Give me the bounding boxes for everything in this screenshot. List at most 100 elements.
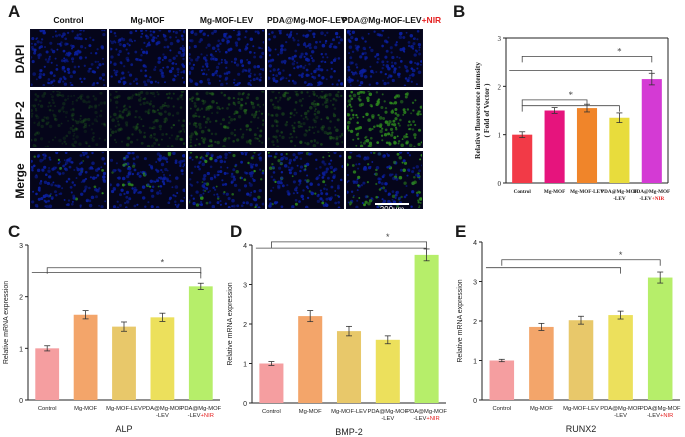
bar-3 <box>576 108 598 183</box>
x-tick-label-line: Mg-MOF <box>299 409 322 415</box>
panel-c-label: C <box>8 222 21 241</box>
y-tick-label: 3 <box>498 35 502 43</box>
y-tick-label: 1 <box>243 362 247 369</box>
y-tick-label: 2 <box>19 295 23 302</box>
x-tick-label: Control <box>514 189 532 195</box>
x-tick-label: PDA@Mg-MOF -LEV+NIR <box>180 406 221 419</box>
image-tile-dapi-4 <box>267 29 344 87</box>
x-tick-label: PDA@Mg-MOF -LEV <box>367 409 408 422</box>
y-axis-label-line: ( Fold of Vector ) <box>482 83 491 138</box>
y-tick-label: 2 <box>243 322 247 329</box>
image-tile-bmp2-5 <box>346 90 423 148</box>
bar-5 <box>647 277 673 400</box>
y-axis-label: Relative fluorescence intensity( Fold of… <box>473 62 491 159</box>
x-tick-label: Control <box>38 406 57 412</box>
y-axis-label-line: Relative mRNA expression <box>3 281 10 364</box>
x-tick-label: Mg-MOF-LEV <box>563 406 599 412</box>
x-tick-label: Mg-MOF-LEV <box>106 406 142 412</box>
y-axis-label-line: Relative fluorescence intensity <box>473 62 482 159</box>
x-tick-label: Mg-MOF-LEV <box>331 409 367 415</box>
x-tick-label-line: PDA@Mg-MOF <box>406 409 447 415</box>
significance-star: * <box>386 232 390 242</box>
y-tick-label: 1 <box>498 132 502 140</box>
bar-1 <box>35 348 60 400</box>
x-tick-label: PDA@Mg-MOF -LEV+NIR <box>406 409 447 422</box>
nir-label: +NIR <box>652 196 665 202</box>
nir-label: +NIR <box>660 413 673 419</box>
bar-4 <box>150 317 175 400</box>
x-tick-label-line: Mg-MOF-LEV <box>331 409 367 415</box>
x-tick-label: Mg-MOF <box>530 406 553 412</box>
significance-bracket <box>46 267 202 274</box>
image-tile-dapi-1 <box>30 29 107 87</box>
x-tick-label-line: PDA@Mg-MOF <box>180 406 221 412</box>
y-tick-label: 4 <box>243 243 247 250</box>
y-tick-label: 0 <box>473 398 477 405</box>
bar-4 <box>609 117 630 183</box>
x-tick-label-line: Mg-MOF-LEV <box>106 406 142 412</box>
x-axis-label: BMP-2 <box>335 427 363 437</box>
chart-e: 0 1 2 3 4 Relative mRNA expression Control Mg-M… <box>457 240 681 434</box>
x-tick-label-line: PDA@Mg-MOF <box>633 189 670 195</box>
x-tick-label: Mg-MOF <box>299 409 322 415</box>
panel-b-label: B <box>453 2 466 21</box>
bar-5 <box>188 286 213 400</box>
x-tick-label-line: -LEV <box>639 196 652 202</box>
bar-2 <box>529 326 554 400</box>
x-tick-label: Mg-MOF <box>74 406 97 412</box>
x-axis-label: ALP <box>115 424 132 434</box>
row-label-dapi: DAPI <box>13 44 27 74</box>
bar-1 <box>259 363 284 403</box>
panel-d-label: D <box>230 222 243 241</box>
col-header-control: Control <box>53 15 84 25</box>
significance-star: * <box>619 250 623 260</box>
bar-1 <box>512 134 533 183</box>
y-axis-label: Relative mRNA expression <box>457 279 464 362</box>
x-tick-label-line: Mg-MOF-LEV <box>563 406 599 412</box>
y-tick-label: 2 <box>498 83 502 91</box>
y-axis-label-line: Relative mRNA expression <box>227 282 234 365</box>
nir-suffix: +NIR <box>421 15 442 25</box>
image-tile-dapi-5 <box>346 29 423 87</box>
x-tick-label: PDA@Mg-MOF -LEV+NIR <box>640 406 681 419</box>
bar-4 <box>608 315 633 400</box>
bar-3 <box>336 331 362 403</box>
x-tick-label-line: -LEV <box>156 413 169 419</box>
y-tick-label: 2 <box>473 319 477 326</box>
significance-bracket <box>271 241 427 248</box>
col-header-pda-nir: PDA@Mg-MOF-LEV+NIR <box>342 15 441 25</box>
y-tick-label: 3 <box>19 243 23 250</box>
significance-star: * <box>569 90 574 100</box>
y-tick-label: 3 <box>473 280 477 287</box>
image-tile-merge-1 <box>30 151 107 209</box>
significance-bracket <box>485 267 621 274</box>
bar-2 <box>73 314 98 400</box>
col-header-pda: PDA@Mg-MOF-LEV <box>267 15 347 25</box>
nir-label: +NIR <box>201 413 214 419</box>
bar-5 <box>414 254 439 403</box>
x-tick-label: Mg-MOF <box>544 189 565 195</box>
y-axis-label: Relative mRNA expression <box>3 281 10 364</box>
bar-3 <box>112 326 136 400</box>
significance-bracket <box>255 247 427 255</box>
y-axis-label: Relative mRNA expression <box>227 282 234 365</box>
chart-c: 0 1 2 3 Relative mRNA expression Control Mg-MO… <box>3 243 222 434</box>
y-tick-label: 0 <box>243 401 247 408</box>
image-tile-bmp2-2 <box>109 90 186 148</box>
x-tick-label-line: PDA@Mg-MOF <box>367 409 408 415</box>
x-tick-label-line: Mg-MOF <box>544 189 565 195</box>
scale-bar-label: 200μm <box>379 205 405 214</box>
bar-2 <box>298 316 323 403</box>
y-tick-label: 3 <box>243 283 247 290</box>
col-header-mgmof-lev: Mg-MOF-LEV <box>199 15 254 25</box>
col-header-pda-nir-text: PDA@Mg-MOF-LEV <box>342 15 422 25</box>
col-header-mgmof: Mg-MOF <box>130 15 165 25</box>
image-tile-bmp2-4 <box>267 90 344 148</box>
y-tick-label: 4 <box>473 240 477 247</box>
significance-bracket <box>521 55 653 63</box>
x-tick-label: PDA@Mg-MOF -LEV <box>601 189 638 202</box>
panel-a-label: A <box>8 2 21 21</box>
panel-e-label: E <box>455 222 467 241</box>
image-tile-merge-3 <box>188 151 265 209</box>
x-tick-label-line: -LEV <box>614 413 627 419</box>
